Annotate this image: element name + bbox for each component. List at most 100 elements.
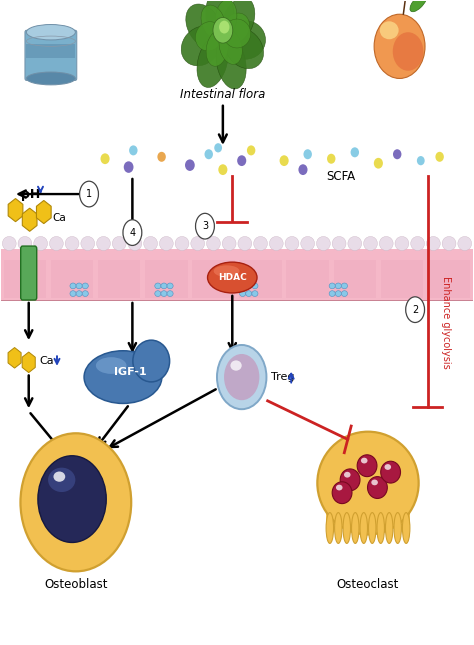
- Ellipse shape: [395, 237, 409, 250]
- Ellipse shape: [81, 237, 95, 250]
- Ellipse shape: [458, 237, 472, 250]
- Ellipse shape: [374, 14, 425, 79]
- Ellipse shape: [332, 482, 352, 504]
- Ellipse shape: [191, 237, 205, 250]
- Bar: [1, 248, 473, 300]
- Ellipse shape: [155, 283, 161, 289]
- Ellipse shape: [343, 513, 351, 544]
- Ellipse shape: [280, 155, 289, 166]
- Ellipse shape: [335, 283, 341, 289]
- Ellipse shape: [336, 484, 343, 490]
- Ellipse shape: [246, 283, 252, 289]
- Ellipse shape: [442, 237, 456, 250]
- Text: 2: 2: [412, 304, 418, 315]
- Ellipse shape: [195, 22, 222, 51]
- Ellipse shape: [379, 237, 393, 250]
- Ellipse shape: [144, 237, 157, 250]
- Ellipse shape: [299, 164, 308, 175]
- Ellipse shape: [226, 21, 265, 59]
- Ellipse shape: [364, 237, 377, 250]
- Bar: [286, 259, 329, 298]
- Ellipse shape: [252, 283, 258, 289]
- Ellipse shape: [161, 291, 167, 297]
- Ellipse shape: [76, 283, 82, 289]
- Ellipse shape: [18, 237, 32, 250]
- Ellipse shape: [377, 513, 384, 544]
- Ellipse shape: [326, 513, 334, 544]
- Ellipse shape: [367, 477, 387, 499]
- Ellipse shape: [246, 291, 252, 297]
- Ellipse shape: [27, 25, 75, 40]
- Ellipse shape: [217, 345, 266, 409]
- Ellipse shape: [357, 455, 377, 477]
- Ellipse shape: [34, 237, 47, 250]
- Ellipse shape: [237, 155, 246, 166]
- Ellipse shape: [303, 149, 312, 159]
- Ellipse shape: [411, 237, 425, 250]
- Ellipse shape: [49, 237, 63, 250]
- Ellipse shape: [410, 0, 427, 12]
- Text: Treg: Treg: [271, 372, 294, 382]
- Ellipse shape: [394, 513, 401, 544]
- Ellipse shape: [371, 479, 378, 485]
- Ellipse shape: [341, 291, 347, 297]
- Circle shape: [80, 181, 99, 207]
- Bar: [145, 259, 188, 298]
- Text: SCFA: SCFA: [326, 170, 355, 183]
- Text: 3: 3: [202, 221, 208, 231]
- Ellipse shape: [219, 164, 228, 175]
- Text: Osteoclast: Osteoclast: [337, 578, 399, 591]
- Ellipse shape: [128, 237, 142, 250]
- Ellipse shape: [97, 237, 110, 250]
- Ellipse shape: [436, 152, 444, 162]
- Ellipse shape: [222, 237, 236, 250]
- Ellipse shape: [207, 237, 220, 250]
- Text: Osteoblast: Osteoblast: [44, 578, 108, 591]
- Bar: [27, 44, 75, 58]
- Ellipse shape: [213, 17, 233, 43]
- Circle shape: [196, 213, 214, 239]
- Ellipse shape: [129, 145, 137, 155]
- Ellipse shape: [380, 21, 399, 39]
- Ellipse shape: [167, 291, 173, 297]
- Ellipse shape: [54, 471, 65, 482]
- Ellipse shape: [96, 357, 127, 374]
- Ellipse shape: [230, 361, 242, 371]
- Ellipse shape: [254, 237, 267, 250]
- Ellipse shape: [223, 19, 251, 48]
- Ellipse shape: [185, 159, 195, 171]
- Text: Intestinal flora: Intestinal flora: [180, 88, 265, 101]
- Ellipse shape: [133, 340, 170, 382]
- Bar: [192, 259, 235, 298]
- Ellipse shape: [239, 283, 246, 289]
- Ellipse shape: [2, 237, 16, 250]
- Ellipse shape: [344, 471, 351, 477]
- Ellipse shape: [393, 149, 401, 159]
- Ellipse shape: [332, 237, 346, 250]
- Ellipse shape: [252, 291, 258, 297]
- Ellipse shape: [385, 513, 393, 544]
- FancyBboxPatch shape: [21, 246, 36, 300]
- Bar: [98, 259, 140, 298]
- Ellipse shape: [341, 283, 347, 289]
- Ellipse shape: [384, 464, 391, 470]
- Text: HDAC: HDAC: [218, 273, 246, 282]
- Ellipse shape: [393, 32, 423, 71]
- Ellipse shape: [285, 237, 299, 250]
- Ellipse shape: [20, 433, 131, 571]
- Ellipse shape: [329, 283, 335, 289]
- Ellipse shape: [224, 354, 259, 400]
- Ellipse shape: [167, 283, 173, 289]
- Ellipse shape: [161, 283, 167, 289]
- Ellipse shape: [301, 237, 315, 250]
- Ellipse shape: [368, 513, 376, 544]
- Text: pH: pH: [21, 188, 40, 201]
- Ellipse shape: [204, 149, 213, 159]
- Bar: [428, 259, 470, 298]
- Ellipse shape: [112, 237, 126, 250]
- Ellipse shape: [269, 237, 283, 250]
- Ellipse shape: [214, 265, 239, 277]
- Ellipse shape: [70, 291, 76, 297]
- Text: 1: 1: [86, 189, 92, 199]
- Ellipse shape: [402, 513, 410, 544]
